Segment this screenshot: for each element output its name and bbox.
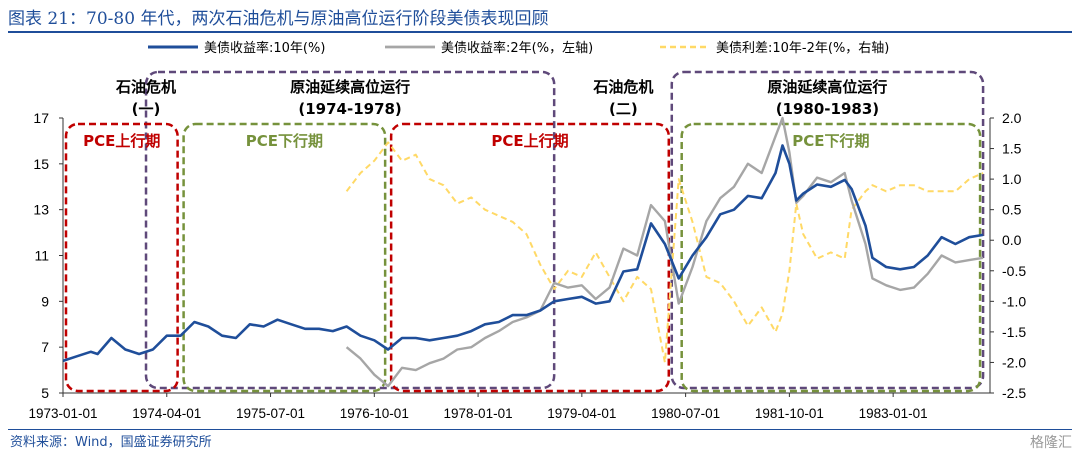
y-left-tick-label: 5 xyxy=(41,385,49,401)
annotation-label-dn1: PCE下行期 xyxy=(246,132,323,150)
x-tick-label: 1976-10-01 xyxy=(340,406,409,421)
y-right-tick-label: 0.5 xyxy=(1002,202,1022,218)
annotation-label-dn2: PCE下行期 xyxy=(792,132,869,150)
y-left-tick-label: 7 xyxy=(41,339,49,355)
y-right-tick-label: -0.5 xyxy=(1002,263,1026,279)
annotation-label-oil1: (一) xyxy=(132,100,161,118)
series-lines xyxy=(62,116,984,388)
y-right-tick-label: 2.0 xyxy=(1002,110,1022,126)
annotation-label-hp2: 原油延续高位运行 xyxy=(767,78,887,96)
footer-rule xyxy=(8,429,1072,430)
annotation-boxes xyxy=(64,70,985,393)
annotation-box-dn2 xyxy=(680,122,982,393)
annotation-box-dn1 xyxy=(182,122,387,393)
annotation-box-hp2 xyxy=(670,70,985,390)
y-right-tick-label: 1.0 xyxy=(1002,171,1022,187)
y-left-tick-label: 17 xyxy=(33,110,49,126)
legend-label-spread: 美债利差:10年-2年(%，右轴) xyxy=(716,41,889,56)
annotation-label-oil2: (二) xyxy=(609,100,638,118)
y-right-tick-label: 0.0 xyxy=(1002,232,1022,248)
x-tick-label: 1974-04-01 xyxy=(132,406,201,421)
y-left-tick-label: 9 xyxy=(41,293,49,309)
y-right-tick-label: -1.0 xyxy=(1002,293,1026,309)
x-tick-label: 1983-01-01 xyxy=(859,406,928,421)
x-tick-label: 1978-01-01 xyxy=(444,406,513,421)
annotation-box-up2 xyxy=(389,122,671,393)
annotation-label-hp2: (1980-1983) xyxy=(776,100,879,118)
x-tick-label: 1979-04-01 xyxy=(547,406,616,421)
annotation-label-hp1: 原油延续高位运行 xyxy=(290,78,410,96)
y-left-tick-label: 15 xyxy=(33,156,49,172)
series-ten_year xyxy=(62,144,984,363)
legend: 美债收益率:10年(%) 美债收益率:2年(%，左轴) 美债利差:10年-2年(%，… xyxy=(148,40,889,56)
series-spread xyxy=(345,141,984,364)
x-tick-label: 1981-10-01 xyxy=(755,406,824,421)
x-tick-label: 1980-07-01 xyxy=(651,406,720,421)
annotation-labels: 石油危机 (一) 石油危机 (二) 原油延续高位运行 (1974-1978) 原油延续高位运… xyxy=(83,78,887,150)
y-left-tick-label: 11 xyxy=(34,248,49,264)
annotation-label-oil1: 石油危机 xyxy=(115,78,176,96)
title-rule xyxy=(8,31,1072,33)
annotation-label-hp1: (1974-1978) xyxy=(298,100,401,118)
annotation-label-up2: PCE上行期 xyxy=(491,132,568,150)
watermark: 格隆汇 xyxy=(1030,435,1072,451)
page-title: 图表 21：70-80 年代，两次石油危机与原油高位运行阶段美债表现回顾 xyxy=(8,9,549,29)
y-right-tick-label: -1.5 xyxy=(1002,324,1026,340)
y-right-tick-label: -2.5 xyxy=(1002,385,1026,401)
y-right-tick-label: 1.5 xyxy=(1002,141,1022,157)
annotation-box-up1 xyxy=(64,122,179,393)
source-note: 资料来源：Wind，国盛证券研究所 xyxy=(10,435,212,450)
series-two_year xyxy=(345,116,984,388)
annotation-label-up1: PCE上行期 xyxy=(83,132,160,150)
axes: 5 7 9 11 13 15 17 2.0 1.5 1.0 0.5 0.0 -0.5 -1.0 -1.5 -2… xyxy=(28,110,1026,421)
x-tick-label: 1973-01-01 xyxy=(28,406,97,421)
annotation-label-oil2: 石油危机 xyxy=(592,78,653,96)
y-right-tick-label: -2.0 xyxy=(1002,354,1026,370)
legend-label-ten_year: 美债收益率:10年(%) xyxy=(204,40,325,56)
annotation-box-hp1 xyxy=(144,70,556,390)
legend-label-two_year: 美债收益率:2年(%，左轴) xyxy=(441,40,593,56)
y-left-tick-label: 13 xyxy=(33,202,49,218)
x-tick-label: 1975-07-01 xyxy=(236,406,305,421)
